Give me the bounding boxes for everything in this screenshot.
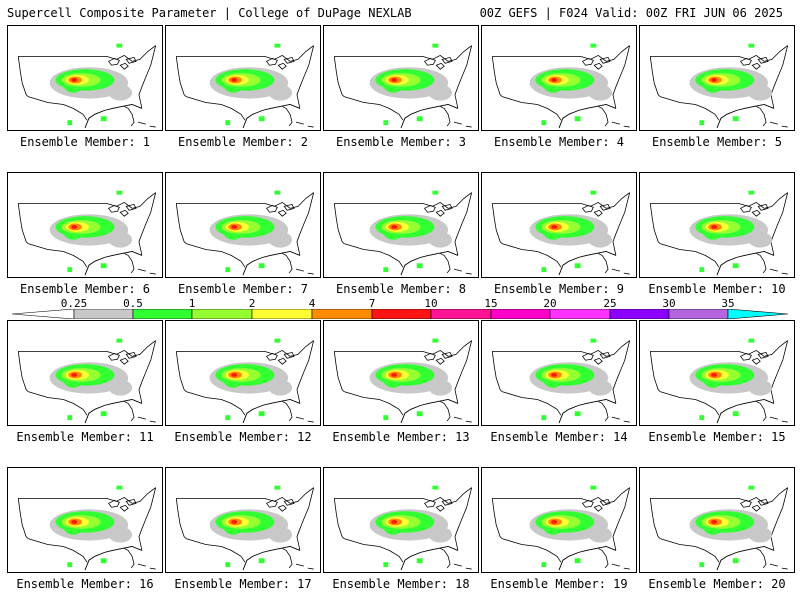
ensemble-member-label: Ensemble Member: 20 <box>648 577 786 591</box>
legend-swatch <box>430 309 492 319</box>
ensemble-member-label: Ensemble Member: 18 <box>332 577 470 591</box>
ensemble-member-label: Ensemble Member: 10 <box>648 282 786 296</box>
legend-swatch <box>371 309 432 319</box>
ensemble-member-label: Ensemble Member: 12 <box>174 430 312 444</box>
ensemble-member-label: Ensemble Member: 6 <box>19 282 151 296</box>
legend-swatch <box>609 309 670 319</box>
legend-tick-label: 0.25 <box>60 297 88 310</box>
legend-tick-label: 35 <box>721 297 735 310</box>
ensemble-member-label: Ensemble Member: 5 <box>651 135 783 149</box>
legend-high-arrow <box>727 309 788 319</box>
legend-swatch <box>490 309 551 319</box>
legend-tick-label: 0.5 <box>123 297 143 310</box>
ensemble-member-label: Ensemble Member: 4 <box>493 135 625 149</box>
legend-tick-label: 30 <box>662 297 676 310</box>
ensemble-map-panel <box>323 172 479 278</box>
ensemble-map-panel <box>639 320 795 426</box>
ensemble-member-label: Ensemble Member: 3 <box>335 135 467 149</box>
ensemble-map-panel <box>7 320 163 426</box>
ensemble-map-panel <box>7 172 163 278</box>
ensemble-map-panel <box>7 467 163 573</box>
ensemble-map-panel <box>481 467 637 573</box>
legend-swatch <box>549 309 611 319</box>
ensemble-map-panel <box>165 172 321 278</box>
ensemble-member-label: Ensemble Member: 8 <box>335 282 467 296</box>
legend-swatch <box>191 309 253 319</box>
legend-swatch <box>73 309 134 319</box>
ensemble-member-label: Ensemble Member: 11 <box>16 430 154 444</box>
ensemble-map-panel <box>165 320 321 426</box>
legend-swatch <box>668 309 729 319</box>
legend-swatch <box>251 309 313 319</box>
ensemble-member-label: Ensemble Member: 14 <box>490 430 628 444</box>
ensemble-member-label: Ensemble Member: 19 <box>490 577 628 591</box>
valid-time: 00Z GEFS | F024 Valid: 00Z FRI JUN 06 20… <box>479 6 783 20</box>
ensemble-member-label: Ensemble Member: 2 <box>177 135 309 149</box>
ensemble-member-label: Ensemble Member: 9 <box>493 282 625 296</box>
ensemble-member-label: Ensemble Member: 13 <box>332 430 470 444</box>
legend-tick-label: 4 <box>308 297 316 310</box>
page-title: Supercell Composite Parameter | College … <box>7 6 412 20</box>
ensemble-map-panel <box>639 25 795 131</box>
ensemble-map-panel <box>7 25 163 131</box>
ensemble-member-label: Ensemble Member: 1 <box>19 135 151 149</box>
legend-low-arrow <box>12 309 75 319</box>
legend-tick-label: 15 <box>484 297 498 310</box>
ensemble-map-panel <box>481 320 637 426</box>
legend-swatch <box>311 309 373 319</box>
ensemble-map-panel <box>165 467 321 573</box>
legend-swatch <box>132 309 193 319</box>
ensemble-map-panel <box>481 25 637 131</box>
color-legend <box>12 309 788 319</box>
ensemble-member-label: Ensemble Member: 15 <box>648 430 786 444</box>
legend-tick-label: 7 <box>368 297 376 310</box>
legend-tick-label: 10 <box>424 297 438 310</box>
ensemble-member-label: Ensemble Member: 17 <box>174 577 312 591</box>
ensemble-member-label: Ensemble Member: 7 <box>177 282 309 296</box>
ensemble-map-panel <box>323 25 479 131</box>
ensemble-map-panel <box>639 172 795 278</box>
legend-tick-label: 20 <box>543 297 557 310</box>
ensemble-map-panel <box>639 467 795 573</box>
ensemble-map-panel <box>165 25 321 131</box>
ensemble-map-panel <box>323 467 479 573</box>
legend-tick-label: 25 <box>603 297 617 310</box>
ensemble-map-panel <box>323 320 479 426</box>
ensemble-map-panel <box>481 172 637 278</box>
ensemble-member-label: Ensemble Member: 16 <box>16 577 154 591</box>
legend-tick-label: 1 <box>188 297 196 310</box>
legend-tick-label: 2 <box>248 297 256 310</box>
